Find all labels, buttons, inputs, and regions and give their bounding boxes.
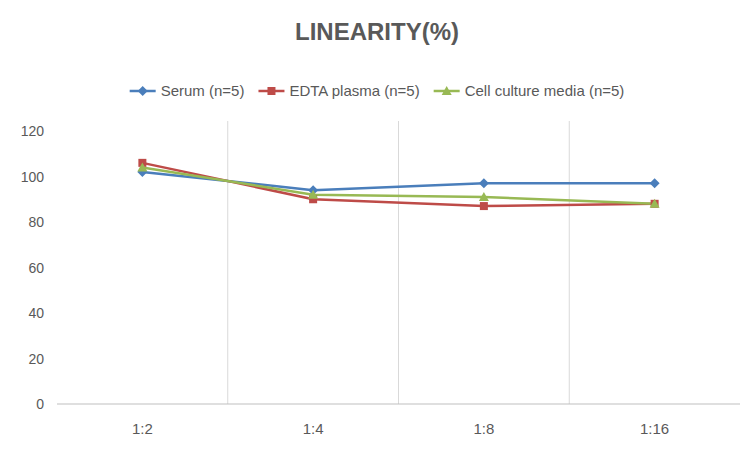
plot-area xyxy=(137,159,659,210)
legend-item: EDTA plasma (n=5) xyxy=(258,82,419,99)
point xyxy=(480,202,488,210)
series-line xyxy=(142,167,654,203)
legend-label: EDTA plasma (n=5) xyxy=(289,82,419,99)
x-tick-label: 1:2 xyxy=(132,420,153,437)
x-tick-label: 1:8 xyxy=(473,420,494,437)
chart: LINEARITY(%) 0 20 40 60 80 100 120 1:2 1:4 1:8 1:16… xyxy=(0,0,755,451)
legend-label: Cell culture media (n=5) xyxy=(465,82,625,99)
x-tick-label: 1:16 xyxy=(640,420,669,437)
point xyxy=(650,199,660,208)
point xyxy=(479,192,489,201)
point xyxy=(308,190,318,199)
point xyxy=(651,200,659,208)
title: LINEARITY(%) xyxy=(295,18,459,45)
series-line xyxy=(142,163,654,206)
point xyxy=(650,178,660,188)
x-axis xyxy=(57,404,740,405)
point xyxy=(137,162,147,171)
y-tick-label: 120 xyxy=(21,123,45,139)
legend: Serum (n=5) EDTA plasma (n=5) Cell culture… xyxy=(130,82,625,99)
y-tick-label: 80 xyxy=(28,214,44,230)
x-tick-label: 1:4 xyxy=(303,420,324,437)
legend-marker xyxy=(267,87,275,95)
y-tick-label: 40 xyxy=(28,305,44,321)
y-tick-label: 20 xyxy=(28,351,44,367)
point xyxy=(479,178,489,188)
y-tick-label: 100 xyxy=(21,169,45,185)
legend-item: Cell culture media (n=5) xyxy=(434,82,625,99)
y-tick-label: 60 xyxy=(28,260,44,276)
legend-label: Serum (n=5) xyxy=(161,82,245,99)
grid-line xyxy=(398,121,399,404)
legend-item: Serum (n=5) xyxy=(130,82,245,99)
y-tick-label: 0 xyxy=(36,396,44,412)
series-line xyxy=(142,172,654,190)
legend-marker xyxy=(442,86,452,95)
grid-line xyxy=(569,121,570,404)
grid-line xyxy=(227,121,228,404)
legend-marker xyxy=(138,86,148,96)
